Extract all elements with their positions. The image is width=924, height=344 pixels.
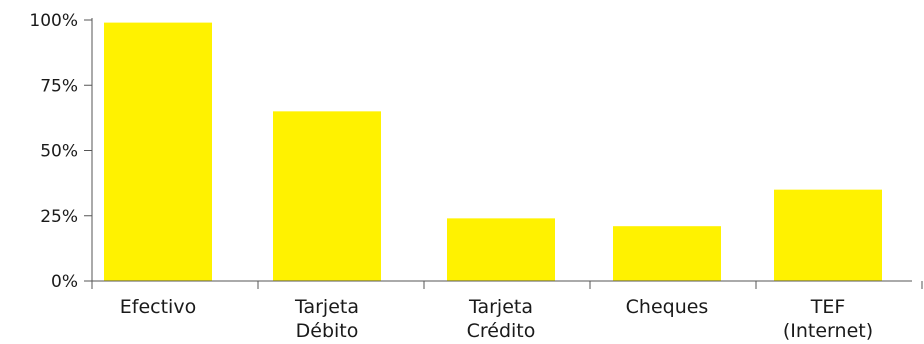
x-category-label-line: Débito (296, 320, 359, 342)
x-category-label-line: (Internet) (783, 320, 873, 342)
bar (447, 218, 555, 281)
x-category-label-line: TEF (810, 296, 846, 318)
bar (613, 226, 721, 281)
y-tick-label: 0% (51, 272, 78, 292)
x-category-label: Tarjeta Débito (294, 296, 359, 342)
y-tick-label: 75% (40, 76, 78, 96)
y-tick-label: 25% (40, 207, 78, 227)
bars (104, 22, 882, 282)
y-tick-label: 50% (40, 142, 78, 162)
x-category-label-line: Tarjeta (294, 296, 359, 318)
y-axis: 0% 25% 50% 75% 100% (29, 11, 93, 292)
x-category-label: Tarjeta Crédito (467, 296, 536, 342)
y-tick-label: 100% (29, 11, 78, 31)
x-category-label-line: Tarjeta (468, 296, 533, 318)
x-category-label: Cheques (626, 296, 709, 318)
bar (774, 189, 882, 281)
x-category-label: Efectivo (120, 296, 196, 318)
x-category-label-line: Cheques (626, 296, 709, 318)
x-category-label: TEF (Internet) (783, 296, 873, 342)
x-category-label-line: Efectivo (120, 296, 196, 318)
bar (104, 22, 212, 282)
bar (273, 111, 381, 281)
x-category-label-line: Crédito (467, 320, 536, 342)
